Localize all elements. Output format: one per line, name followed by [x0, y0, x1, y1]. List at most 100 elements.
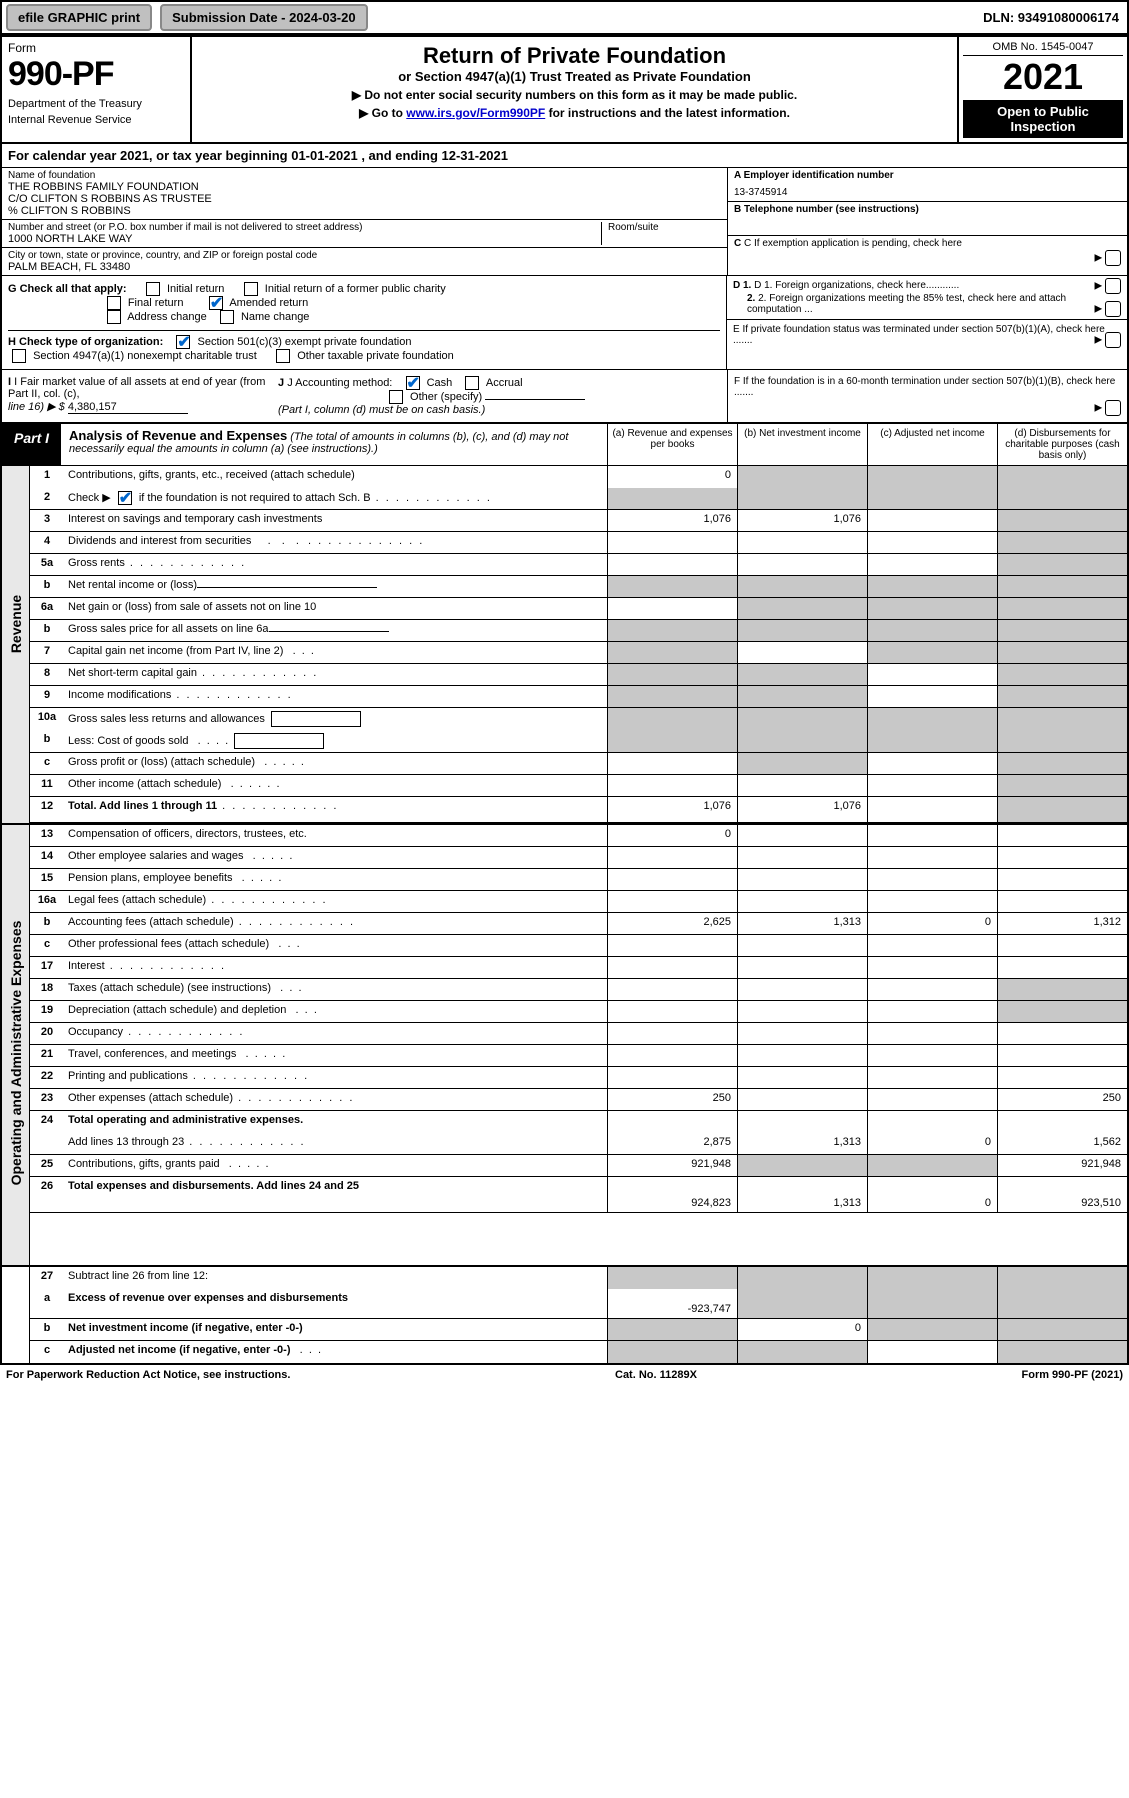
city-row: City or town, state or province, country…: [2, 248, 727, 275]
line-16a: 16aLegal fees (attach schedule): [30, 891, 1127, 913]
c-checkbox[interactable]: [1105, 250, 1121, 266]
efile-print-button[interactable]: efile GRAPHIC print: [6, 4, 152, 31]
accrual-checkbox[interactable]: [465, 376, 479, 390]
line-5b: bNet rental income or (loss): [30, 576, 1127, 598]
net-section: 27Subtract line 26 from line 12: aExcess…: [2, 1265, 1127, 1363]
col-c-header: (c) Adjusted net income: [867, 424, 997, 465]
top-bar: efile GRAPHIC print Submission Date - 20…: [0, 0, 1129, 35]
e-terminated-row: E If private foundation status was termi…: [727, 320, 1127, 350]
d1-checkbox[interactable]: [1105, 278, 1121, 294]
line-18: 18Taxes (attach schedule) (see instructi…: [30, 979, 1127, 1001]
sch-b-checkbox[interactable]: [118, 491, 132, 505]
form-number: 990-PF: [8, 55, 184, 94]
i-j-row: I I Fair market value of all assets at e…: [2, 370, 1127, 424]
paperwork-notice: For Paperwork Reduction Act Notice, see …: [6, 1369, 290, 1381]
f-termination-row: F If the foundation is in a 60-month ter…: [727, 370, 1127, 422]
initial-return-checkbox[interactable]: [146, 282, 160, 296]
cash-checkbox[interactable]: [406, 376, 420, 390]
part1-label: Part I: [2, 424, 61, 465]
page-footer: For Paperwork Reduction Act Notice, see …: [0, 1365, 1129, 1385]
line-6a: 6aNet gain or (loss) from sale of assets…: [30, 598, 1127, 620]
omb-number: OMB No. 1545-0047: [963, 41, 1123, 56]
expenses-tab: Operating and Administrative Expenses: [2, 825, 30, 1265]
final-return-checkbox[interactable]: [107, 296, 121, 310]
line-26: 26Total expenses and disbursements. Add …: [30, 1177, 1127, 1213]
ein-row: A Employer identification number 13-3745…: [728, 168, 1127, 202]
line-3: 3Interest on savings and temporary cash …: [30, 510, 1127, 532]
col-d-header: (d) Disbursements for charitable purpose…: [997, 424, 1127, 465]
e-checkbox[interactable]: [1105, 332, 1121, 348]
line-14: 14Other employee salaries and wages . . …: [30, 847, 1127, 869]
line-27: 27Subtract line 26 from line 12:: [30, 1267, 1127, 1289]
instr-ssn: ▶ Do not enter social security numbers o…: [200, 88, 949, 102]
4947-checkbox[interactable]: [12, 349, 26, 363]
line-20: 20Occupancy: [30, 1023, 1127, 1045]
col-b-header: (b) Net investment income: [737, 424, 867, 465]
cat-number: Cat. No. 11289X: [615, 1369, 697, 1381]
line-10a: 10aGross sales less returns and allowanc…: [30, 708, 1127, 730]
part1-header: Part I Analysis of Revenue and Expenses …: [2, 424, 1127, 466]
other-taxable-checkbox[interactable]: [276, 349, 290, 363]
open-public-badge: Open to Public Inspection: [963, 100, 1123, 138]
exemption-pending-row: C C If exemption application is pending,…: [728, 236, 1127, 270]
tax-year: 2021: [963, 56, 1123, 98]
line-10b: bLess: Cost of goods sold . . . .: [30, 730, 1127, 753]
address-change-checkbox[interactable]: [107, 310, 121, 324]
line-1: 1 Contributions, gifts, grants, etc., re…: [30, 466, 1127, 488]
line-15: 15Pension plans, employee benefits . . .…: [30, 869, 1127, 891]
d-foreign-row: D 1. D 1. Foreign organizations, check h…: [727, 276, 1127, 320]
h-row: H Check type of organization: Section 50…: [8, 330, 720, 363]
name-change-checkbox[interactable]: [220, 310, 234, 324]
d2-checkbox[interactable]: [1105, 301, 1121, 317]
line-21: 21Travel, conferences, and meetings . . …: [30, 1045, 1127, 1067]
501c3-checkbox[interactable]: [176, 335, 190, 349]
form-title: Return of Private Foundation: [200, 43, 949, 69]
irs-line: Internal Revenue Service: [8, 114, 184, 126]
amended-return-checkbox[interactable]: [209, 296, 223, 310]
address-row: Number and street (or P.O. box number if…: [2, 220, 727, 248]
line-22: 22Printing and publications: [30, 1067, 1127, 1089]
irs-link[interactable]: www.irs.gov/Form990PF: [406, 106, 545, 120]
initial-former-checkbox[interactable]: [244, 282, 258, 296]
line-27c: cAdjusted net income (if negative, enter…: [30, 1341, 1127, 1363]
revenue-tab: Revenue: [2, 466, 30, 823]
foundation-name-row: Name of foundation THE ROBBINS FAMILY FO…: [2, 168, 727, 220]
line-16b: bAccounting fees (attach schedule) 2,625…: [30, 913, 1127, 935]
form-id-block: Form 990-PF Department of the Treasury I…: [2, 37, 192, 142]
col-a-header: (a) Revenue and expenses per books: [607, 424, 737, 465]
form-header: Form 990-PF Department of the Treasury I…: [2, 37, 1127, 144]
f-checkbox[interactable]: [1105, 400, 1121, 416]
line-27b: bNet investment income (if negative, ent…: [30, 1319, 1127, 1341]
dln-number: DLN: 93491080006174: [983, 10, 1127, 25]
line-8: 8Net short-term capital gain: [30, 664, 1127, 686]
line-23: 23Other expenses (attach schedule) 25025…: [30, 1089, 1127, 1111]
dept-treasury: Department of the Treasury: [8, 98, 184, 110]
line-19: 19Depreciation (attach schedule) and dep…: [30, 1001, 1127, 1023]
line-10c: cGross profit or (loss) (attach schedule…: [30, 753, 1127, 775]
g-row: G Check all that apply: Initial return I…: [8, 282, 720, 324]
submission-date: Submission Date - 2024-03-20: [160, 4, 368, 31]
checkbox-section: G Check all that apply: Initial return I…: [2, 276, 1127, 370]
line-17: 17Interest: [30, 957, 1127, 979]
identification-block: Name of foundation THE ROBBINS FAMILY FO…: [2, 168, 1127, 276]
fmv-value: 4,380,157: [68, 401, 188, 414]
form-ref: Form 990-PF (2021): [1022, 1369, 1123, 1381]
line-11: 11Other income (attach schedule) . . . .…: [30, 775, 1127, 797]
form-word: Form: [8, 41, 184, 55]
expenses-section: Operating and Administrative Expenses 13…: [2, 823, 1127, 1265]
line-9: 9Income modifications: [30, 686, 1127, 708]
line-7: 7Capital gain net income (from Part IV, …: [30, 642, 1127, 664]
line-24: Add lines 13 through 23 2,8751,31301,562: [30, 1133, 1127, 1155]
line-12: 12Total. Add lines 1 through 11 1,0761,0…: [30, 797, 1127, 823]
other-method-checkbox[interactable]: [389, 390, 403, 404]
form-subtitle: or Section 4947(a)(1) Trust Treated as P…: [200, 69, 949, 84]
instr-link-line: ▶ Go to www.irs.gov/Form990PF for instru…: [200, 106, 949, 120]
line-13: 13Compensation of officers, directors, t…: [30, 825, 1127, 847]
year-block: OMB No. 1545-0047 2021 Open to Public In…: [957, 37, 1127, 142]
line-2: 2 Check ▶ if the foundation is not requi…: [30, 488, 1127, 510]
revenue-section: Revenue 1 Contributions, gifts, grants, …: [2, 466, 1127, 823]
line-25: 25Contributions, gifts, grants paid . . …: [30, 1155, 1127, 1177]
line-6b: bGross sales price for all assets on lin…: [30, 620, 1127, 642]
net-tab-spacer: [2, 1267, 30, 1363]
form-title-block: Return of Private Foundation or Section …: [192, 37, 957, 142]
